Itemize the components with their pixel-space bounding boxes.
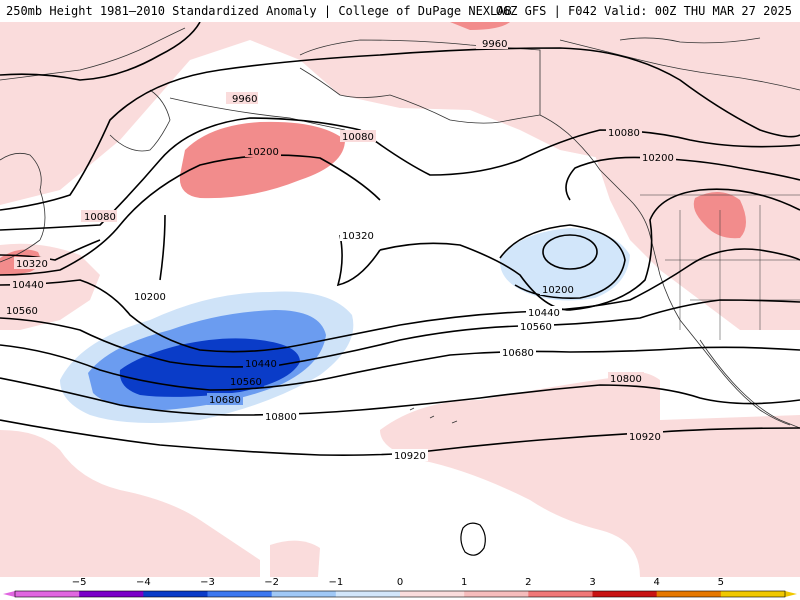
positive-anomaly-region — [179, 121, 345, 199]
colorbar-segments — [3, 590, 797, 598]
colorbar-tick-label: 3 — [589, 577, 595, 588]
contour-label-10200: 10200 — [542, 285, 574, 296]
colorbar-tick-label: 2 — [525, 577, 531, 588]
contour-label-10320: 10320 — [16, 259, 48, 270]
contour-label-10320: 10320 — [342, 231, 374, 242]
colorbar-tick-label: 4 — [653, 577, 659, 588]
contour-labels: 9960 9960 10080 10080 10080 10200 10200 … — [4, 37, 676, 462]
colorbar-segment — [656, 591, 722, 597]
contour-label-10200: 10200 — [247, 147, 279, 158]
colorbar-tick-label: 0 — [397, 577, 403, 588]
model-run-valid-time: 06Z GFS | F042 Valid: 00Z THU MAR 27 202… — [495, 4, 792, 18]
contour-label-10800: 10800 — [265, 412, 297, 423]
colorbar-legend: −5 −4 −3 −2 −1 0 1 2 3 4 5 — [3, 577, 797, 598]
colorbar-tick-label: −5 — [72, 577, 87, 588]
colorbar-segment — [207, 591, 273, 597]
contour-label-9960: 9960 — [482, 39, 507, 50]
colorbar-segment — [15, 591, 80, 597]
colorbar-segment — [79, 591, 144, 597]
colorbar-segment — [335, 591, 401, 597]
contour-label-10440: 10440 — [528, 308, 560, 319]
colorbar-segment — [143, 591, 208, 597]
colorbar-segment — [592, 591, 658, 597]
contour-label-10440: 10440 — [12, 280, 44, 291]
negative-anomaly-region — [499, 228, 630, 301]
colorbar-ticks: −5 −4 −3 −2 −1 0 1 2 3 4 5 — [72, 577, 724, 588]
contour-label-10200: 10200 — [642, 153, 674, 164]
contour-label-10680: 10680 — [502, 348, 534, 359]
positive-anomaly-region — [0, 22, 800, 260]
contour-label-10080: 10080 — [84, 212, 116, 223]
contour-label-10200: 10200 — [134, 292, 166, 303]
contour-label-10560: 10560 — [6, 306, 38, 317]
contour-label-10560: 10560 — [230, 377, 262, 388]
colorbar-tick-label: −3 — [200, 577, 215, 588]
contour-label-10920: 10920 — [629, 432, 661, 443]
positive-anomaly-region — [450, 22, 510, 30]
colorbar-segment — [400, 591, 465, 597]
header: 250mb Height 1981–2010 Standardized Anom… — [0, 0, 800, 22]
positive-anomaly-region — [380, 371, 800, 577]
colorbar-high-arrow — [785, 591, 797, 597]
contour-label-10080: 10080 — [342, 132, 374, 143]
colorbar-tick-label: −4 — [136, 577, 151, 588]
contour-label-9960: 9960 — [232, 94, 257, 105]
contour-label-10560: 10560 — [520, 322, 552, 333]
colorbar-border — [14, 590, 786, 598]
positive-anomaly-region — [590, 138, 800, 330]
colorbar-tick-label: 1 — [461, 577, 467, 588]
map-title: 250mb Height 1981–2010 Standardized Anom… — [6, 4, 512, 18]
contour-label-10680: 10680 — [209, 395, 241, 406]
colorbar-tick-label: −2 — [264, 577, 279, 588]
contour-label-10920: 10920 — [394, 451, 426, 462]
colorbar-segment — [271, 591, 337, 597]
colorbar-segment — [720, 591, 786, 597]
contour-label-10440: 10440 — [245, 359, 277, 370]
colorbar-segment — [528, 591, 593, 597]
positive-anomaly-region — [270, 540, 320, 577]
colorbar-tick-label: −1 — [328, 577, 343, 588]
positive-anomaly-region — [0, 430, 260, 577]
height-anomaly-map: 9960 9960 10080 10080 10080 10200 10200 … — [0, 22, 800, 577]
colorbar-tick-label: 5 — [718, 577, 724, 588]
contour-label-10080: 10080 — [608, 128, 640, 139]
anomaly-shading — [0, 22, 800, 577]
colorbar-segment — [464, 591, 529, 597]
colorbar-low-arrow — [3, 591, 15, 597]
contour-label-10800: 10800 — [610, 374, 642, 385]
